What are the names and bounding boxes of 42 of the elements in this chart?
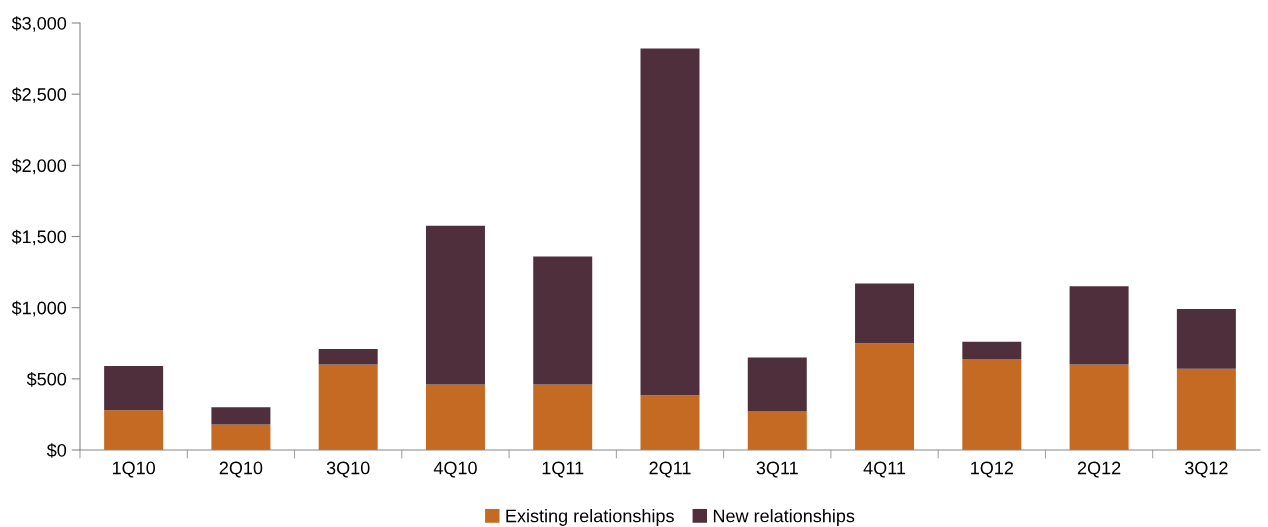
bar xyxy=(1069,286,1129,365)
bar xyxy=(104,410,164,450)
x-tick-label: 3Q11 xyxy=(756,461,798,478)
bar xyxy=(747,411,807,450)
bar xyxy=(533,256,593,385)
x-tick-label: 3Q12 xyxy=(1184,461,1228,478)
legend-label: Existing relationships xyxy=(506,509,674,526)
y-tick-label: $0 xyxy=(46,443,67,458)
bar xyxy=(640,48,700,396)
bar xyxy=(104,366,164,411)
y-tick-label: $2,000 xyxy=(11,158,67,175)
x-tick-label: 4Q10 xyxy=(433,461,477,478)
bar xyxy=(747,357,807,412)
y-tick-label: $1,500 xyxy=(11,229,67,246)
y-tick-label: $2,500 xyxy=(11,87,67,104)
bar xyxy=(640,395,700,450)
bar xyxy=(425,384,485,450)
bar xyxy=(425,225,485,385)
bar xyxy=(211,424,271,450)
bar xyxy=(962,358,1022,450)
bar xyxy=(211,407,271,425)
bar xyxy=(855,283,915,344)
x-tick-label: 2Q10 xyxy=(219,461,263,478)
x-tick-label: 3Q10 xyxy=(326,461,370,478)
bar xyxy=(318,348,378,365)
bar xyxy=(855,343,915,450)
y-tick-label: $500 xyxy=(26,372,67,387)
x-tick-label: 2Q12 xyxy=(1077,461,1121,478)
x-tick-label: 1Q10 xyxy=(112,461,156,478)
legend-label: New relationships xyxy=(713,509,855,526)
x-tick-label: 1Q12 xyxy=(971,461,1013,478)
bar xyxy=(1069,364,1129,450)
bar xyxy=(962,341,1022,359)
y-tick-label: $3,000 xyxy=(11,16,67,32)
bar xyxy=(318,364,378,450)
x-tick-label: 2Q11 xyxy=(649,461,691,478)
bar xyxy=(1176,368,1236,450)
y-tick-label: $1,000 xyxy=(11,300,67,317)
x-tick-label: 4Q11 xyxy=(863,461,906,478)
x-tick-label: 1Q11 xyxy=(542,461,584,478)
bar xyxy=(533,384,593,450)
bar xyxy=(1176,309,1236,369)
